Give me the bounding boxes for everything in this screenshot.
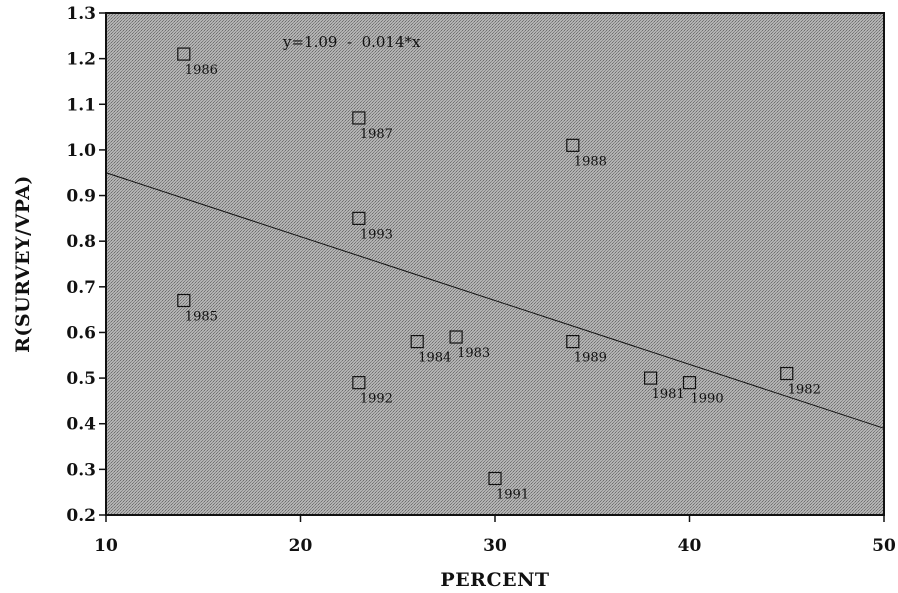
y-tick-label: 0.3	[66, 460, 96, 480]
data-point-label: 1982	[788, 383, 821, 398]
data-point-label: 1990	[691, 392, 724, 407]
data-point-label: 1991	[496, 487, 529, 502]
data-point-marker	[780, 366, 794, 381]
y-tick-label: 0.7	[66, 278, 96, 298]
data-point-label: 1987	[360, 127, 393, 142]
regression-line	[105, 172, 885, 429]
data-point-marker	[682, 376, 697, 390]
x-axis-title: PERCENT	[440, 569, 549, 591]
data-point-label: 1984	[418, 351, 451, 366]
data-point-marker	[566, 138, 580, 152]
x-tick-label: 40	[678, 536, 702, 556]
data-point-marker	[643, 371, 658, 385]
y-tick-label: 1.2	[66, 50, 96, 70]
data-point-label: 1986	[185, 63, 218, 78]
data-point-marker	[410, 334, 424, 349]
data-point-marker	[449, 330, 463, 344]
data-point-label: 1983	[457, 346, 490, 361]
data-point-label: 1992	[360, 392, 393, 407]
data-point-label: 1988	[574, 154, 607, 169]
regression-equation: y=1.09 - 0.014*x	[282, 33, 421, 51]
y-tick-label: 0.2	[66, 506, 96, 526]
x-tick-label: 10	[94, 536, 118, 556]
data-point-label: 1985	[185, 310, 218, 325]
data-points: 1981 1982 1983 1984 1985 1986 1987 1988 1989 1990…	[177, 47, 821, 502]
y-tick-label: 0.8	[66, 232, 96, 252]
y-tick-label: 1.3	[66, 4, 96, 24]
y-axis-title: R(SURVEY/VPA)	[12, 175, 34, 353]
data-point-marker	[352, 376, 366, 390]
data-point-label: 1989	[574, 351, 607, 366]
data-point-marker	[488, 471, 502, 486]
data-point-label: 1993	[360, 227, 393, 242]
data-point-marker	[177, 293, 191, 308]
y-tick-label: 1.0	[66, 141, 96, 161]
data-point-label: 1981	[652, 387, 685, 402]
data-point-marker	[177, 47, 191, 61]
data-point-marker	[566, 334, 580, 349]
y-tick-label: 0.9	[66, 187, 96, 207]
y-axis: 0.2 0.3 0.4 0.5 0.6 0.7 0.8 0.9 1.0 1.1 1.2 1.3	[66, 4, 106, 526]
data-point-marker	[352, 211, 366, 225]
y-tick-label: 1.1	[66, 95, 96, 115]
y-tick-label: 0.6	[66, 323, 96, 343]
x-tick-label: 20	[289, 536, 313, 556]
x-tick-label: 30	[483, 536, 507, 556]
x-axis: 10 20 30 40 50	[94, 515, 896, 556]
data-point-marker	[352, 111, 366, 125]
plot-area	[105, 12, 885, 516]
y-tick-label: 0.4	[66, 415, 96, 435]
y-tick-label: 0.5	[66, 369, 96, 389]
x-tick-label: 50	[872, 536, 896, 556]
